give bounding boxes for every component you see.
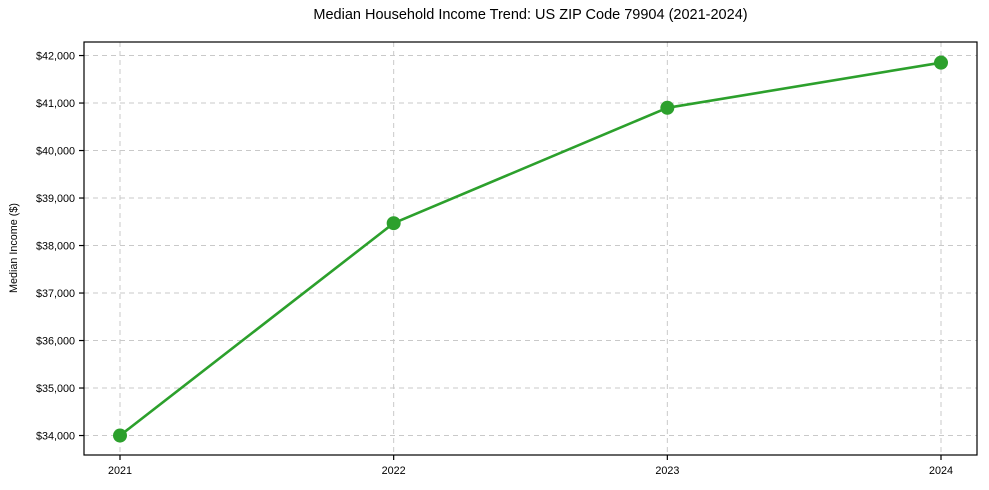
x-tick-label: 2022 <box>382 465 406 477</box>
y-tick-label: $36,000 <box>36 335 75 347</box>
chart-title: Median Household Income Trend: US ZIP Co… <box>313 7 748 23</box>
y-tick-label: $39,000 <box>36 193 75 205</box>
y-tick-label: $34,000 <box>36 430 75 442</box>
y-tick-label: $35,000 <box>36 383 75 395</box>
x-tick-label: 2024 <box>929 465 953 477</box>
data-point-2024 <box>934 55 948 70</box>
y-tick-label: $41,000 <box>36 98 75 110</box>
data-point-2023 <box>660 100 675 115</box>
data-point-2022 <box>386 216 401 231</box>
y-tick-label: $38,000 <box>36 240 75 252</box>
x-tick-label: 2023 <box>655 465 679 477</box>
y-tick-label: $42,000 <box>36 50 75 62</box>
y-tick-label: $37,000 <box>36 288 75 300</box>
y-axis-label: Median Income ($) <box>8 202 20 294</box>
data-point-2021 <box>113 428 127 443</box>
y-tick-label: $40,000 <box>36 145 75 157</box>
plot-border <box>83 41 978 456</box>
trend-line <box>118 61 943 437</box>
x-tick-label: 2021 <box>108 465 132 477</box>
